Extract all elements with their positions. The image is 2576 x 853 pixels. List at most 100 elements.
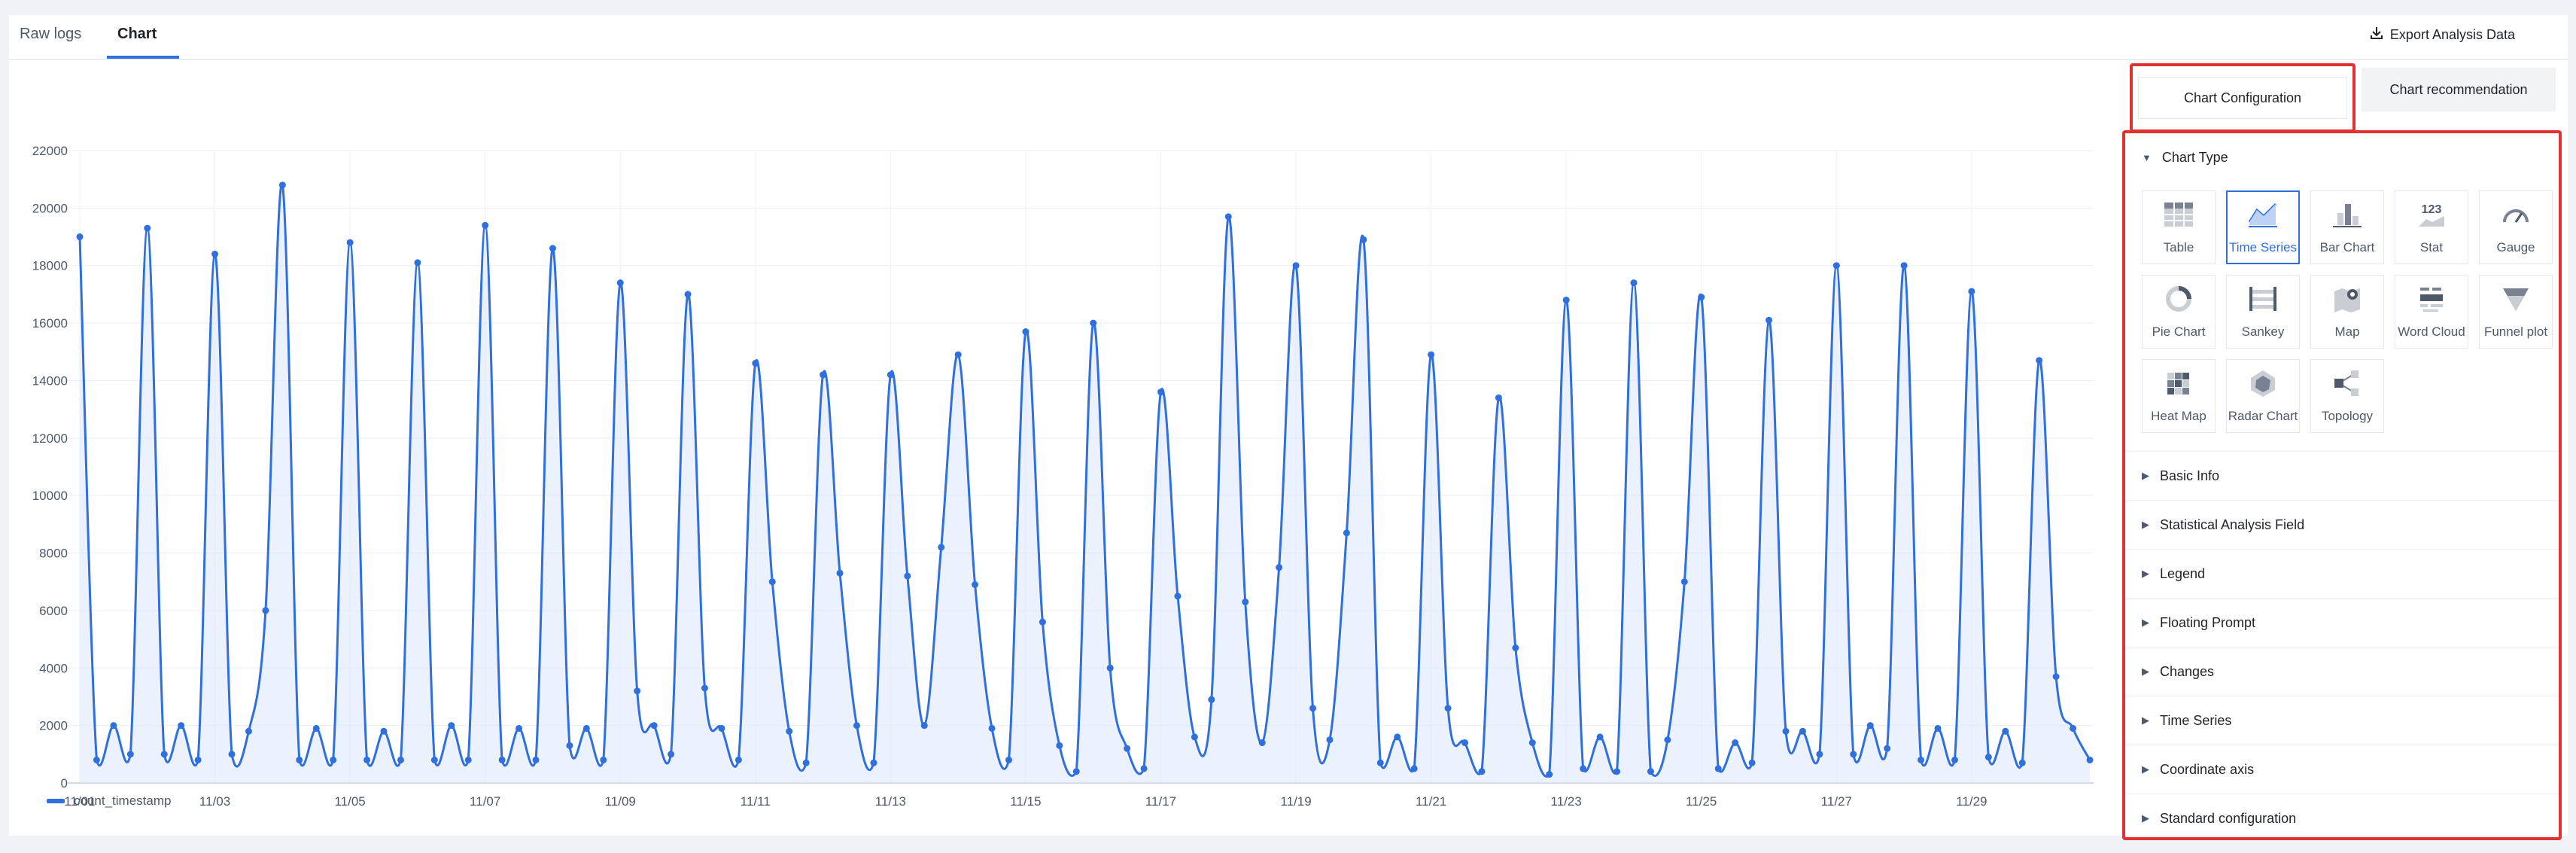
data-point[interactable] [668, 751, 675, 758]
data-point[interactable] [1782, 727, 1790, 735]
chart-type-table[interactable]: Table [2142, 190, 2216, 264]
data-point[interactable] [110, 722, 117, 730]
data-point[interactable] [566, 742, 573, 749]
data-point[interactable] [870, 759, 877, 766]
data-point[interactable] [245, 727, 252, 735]
chart-configuration-button[interactable]: Chart Configuration [2138, 77, 2347, 119]
data-point[interactable] [2002, 727, 2009, 735]
data-point[interactable] [312, 724, 320, 732]
data-point[interactable] [1191, 733, 1198, 741]
data-point[interactable] [1005, 756, 1012, 763]
data-point[interactable] [1056, 742, 1063, 749]
data-point[interactable] [887, 371, 894, 379]
data-point[interactable] [482, 221, 489, 229]
data-point[interactable] [1039, 618, 1046, 626]
data-point[interactable] [1343, 529, 1350, 537]
data-point[interactable] [988, 724, 996, 732]
data-point[interactable] [1816, 751, 1823, 758]
data-point[interactable] [684, 291, 692, 298]
data-point[interactable] [430, 756, 438, 763]
data-point[interactable] [954, 351, 962, 358]
data-point[interactable] [1224, 213, 1232, 221]
tab-chart[interactable]: Chart [117, 26, 157, 42]
data-point[interactable] [1410, 765, 1418, 772]
data-point[interactable] [1832, 262, 1840, 270]
data-point[interactable] [853, 722, 860, 730]
section-basic-info[interactable]: ▶ Basic Info [2125, 452, 2559, 501]
data-point[interactable] [296, 756, 303, 763]
data-point[interactable] [1090, 319, 1097, 327]
data-point[interactable] [262, 607, 269, 614]
data-point[interactable] [582, 724, 590, 732]
chart-type-bar-chart[interactable]: Bar Chart [2310, 190, 2384, 264]
data-point[interactable] [1528, 739, 1536, 747]
export-analysis-data-button[interactable]: Export Analysis Data [2369, 26, 2515, 44]
data-point[interactable] [1918, 756, 1925, 763]
data-point[interactable] [1106, 664, 1114, 672]
data-point[interactable] [1242, 598, 1249, 605]
data-point[interactable] [802, 759, 810, 766]
chart-type-gauge[interactable]: Gauge [2479, 190, 2553, 264]
chart-type-word-cloud[interactable]: Word Cloud [2395, 275, 2468, 349]
data-point[interactable] [1714, 765, 1722, 772]
data-point[interactable] [178, 722, 185, 730]
tab-raw-logs[interactable]: Raw logs [20, 26, 82, 42]
data-point[interactable] [1732, 739, 1739, 747]
data-point[interactable] [278, 181, 286, 189]
data-point[interactable] [1884, 745, 1891, 752]
data-point[interactable] [701, 684, 708, 692]
data-point[interactable] [211, 250, 219, 257]
section-standard-configuration[interactable]: ▶ Standard configuration [2125, 794, 2559, 837]
data-point[interactable] [616, 279, 624, 287]
data-point[interactable] [2018, 759, 2026, 766]
data-point[interactable] [1630, 279, 1638, 287]
data-point[interactable] [194, 756, 202, 763]
data-point[interactable] [532, 756, 540, 763]
data-point[interactable] [1647, 768, 1654, 775]
data-point[interactable] [752, 360, 759, 367]
data-point[interactable] [549, 245, 556, 252]
chart-type-topology[interactable]: Topology [2310, 359, 2384, 433]
section-coordinate-axis[interactable]: ▶ Coordinate axis [2125, 745, 2559, 794]
data-point[interactable] [786, 727, 793, 735]
data-point[interactable] [1698, 294, 1705, 301]
data-point[interactable] [1360, 236, 1367, 243]
chart-type-map[interactable]: Map [2310, 275, 2384, 349]
section-floating-prompt[interactable]: ▶ Floating Prompt [2125, 599, 2559, 647]
data-point[interactable] [1680, 578, 1688, 586]
data-point[interactable] [414, 259, 421, 267]
data-point[interactable] [1866, 722, 1874, 730]
data-point[interactable] [920, 722, 928, 730]
section-legend[interactable]: ▶ Legend [2125, 550, 2559, 599]
data-point[interactable] [144, 224, 151, 232]
data-point[interactable] [1562, 297, 1570, 304]
data-point[interactable] [1799, 727, 1806, 735]
data-point[interactable] [1326, 736, 1334, 744]
chart-type-sankey[interactable]: Sankey [2226, 275, 2300, 349]
data-point[interactable] [363, 756, 371, 763]
data-point[interactable] [1900, 262, 1908, 270]
data-point[interactable] [904, 572, 911, 580]
section-changes[interactable]: ▶ Changes [2125, 647, 2559, 696]
data-point[interactable] [1072, 768, 1080, 775]
data-point[interactable] [1157, 388, 1165, 396]
chart-type-radar-chart[interactable]: Radar Chart [2226, 359, 2300, 433]
data-point[interactable] [160, 751, 168, 758]
data-point[interactable] [1292, 262, 1300, 270]
data-point[interactable] [938, 544, 945, 551]
data-point[interactable] [1444, 705, 1452, 712]
data-point[interactable] [1394, 733, 1401, 741]
data-point[interactable] [1512, 644, 1519, 652]
data-point[interactable] [516, 724, 523, 732]
data-point[interactable] [2036, 357, 2043, 364]
data-point[interactable] [1276, 564, 1283, 571]
data-point[interactable] [1495, 394, 1502, 401]
data-point[interactable] [1124, 745, 1131, 752]
data-point[interactable] [1748, 759, 1756, 766]
data-point[interactable] [1461, 739, 1469, 747]
data-point[interactable] [734, 756, 742, 763]
data-point[interactable] [1140, 765, 1148, 772]
data-point[interactable] [1984, 754, 1992, 761]
data-point[interactable] [1765, 316, 1773, 324]
data-point[interactable] [228, 751, 236, 758]
